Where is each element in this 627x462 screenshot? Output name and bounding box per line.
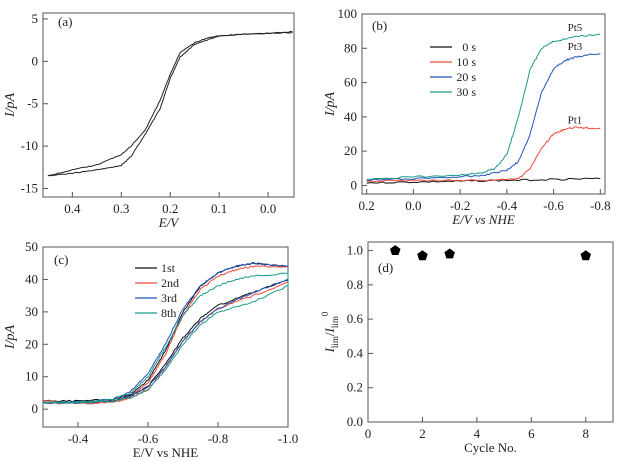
x-tick-label: 0.3: [113, 201, 129, 216]
y-tick-label: 0.2: [347, 380, 363, 395]
y-tick-label: 50: [25, 239, 38, 254]
y-tick-label: 60: [344, 75, 357, 90]
panel-d: 0 2 4 6 8 0.0 0.2 0.4 0.6 0.8 1.0 Cycle No. Ilim/Ili…: [320, 241, 614, 455]
x-axis-label: E/V: [158, 215, 181, 230]
y-tick-label: 0: [32, 53, 39, 68]
plot-frame: [361, 13, 606, 195]
x-tick-label: -0.6: [138, 431, 159, 446]
y-tick-label: 5: [32, 11, 39, 26]
data-point: [390, 245, 401, 255]
series-line-0s: [366, 177, 601, 184]
x-tick-label: 0.0: [260, 201, 276, 216]
x-tick-label: 0.2: [359, 198, 375, 213]
series-line: [47, 30, 293, 177]
plot-frame: [367, 241, 614, 423]
annotation-label: Pt3: [568, 41, 583, 53]
series-line-8th: [42, 272, 289, 404]
legend-label: 1st: [161, 261, 176, 275]
y-tick-label: 0: [351, 177, 358, 192]
y-tick-label: 20: [344, 143, 357, 158]
data-point: [444, 248, 455, 259]
x-tick-label: 2: [419, 426, 426, 441]
legend-label: 10 s: [456, 55, 476, 69]
legend-label: 2nd: [161, 276, 179, 290]
panel-label: (b): [372, 18, 387, 33]
y-axis-label: I/pA: [3, 325, 18, 351]
panel-label: (a): [58, 14, 72, 29]
series-line-20s: [366, 52, 601, 181]
data-point: [417, 250, 428, 261]
y-axis-label: I/pA: [323, 92, 338, 118]
y-tick-label: 0.8: [347, 277, 363, 292]
y-tick-label: 40: [25, 271, 38, 286]
y-tick-label: 0.4: [347, 345, 364, 360]
legend-label: 20 s: [456, 70, 476, 84]
y-tick-label: 10: [25, 369, 38, 384]
y-tick-label: 0.0: [347, 414, 363, 429]
x-tick-label: 4: [474, 426, 481, 441]
x-tick-label: 6: [528, 426, 535, 441]
y-tick-label: 40: [344, 109, 357, 124]
annotation-label: Pt1: [568, 115, 583, 127]
y-tick-label: 0: [32, 401, 39, 416]
x-tick-label: -0.2: [450, 198, 471, 213]
panel-label: (d): [378, 260, 393, 275]
x-tick-label: -0.8: [208, 431, 229, 446]
x-tick-label: -0.6: [543, 198, 564, 213]
panel-a: 0.4 0.3 0.2 0.1 0.0 5 0 -5 -10 -15 E/V I/pA (a): [3, 11, 295, 230]
x-tick-label: -1.0: [278, 431, 299, 446]
y-axis-label: Ilim/Ilim0: [320, 311, 340, 353]
y-tick-label: 100: [338, 6, 358, 21]
plot-frame: [42, 12, 295, 198]
panel-b: 0.2 0.0 -0.2 -0.4 -0.6 -0.8 0 20 40 60 80 100 E/V vs…: [323, 6, 611, 227]
series-line-10s: [366, 126, 601, 183]
y-tick-label: -5: [27, 96, 38, 111]
y-tick-label: 1.0: [347, 243, 363, 258]
series-line-3rd: [42, 262, 289, 404]
panel-label: (c): [54, 252, 68, 267]
legend-label: 3rd: [161, 291, 177, 305]
y-tick-label: -10: [21, 138, 38, 153]
series-line-30s: [366, 33, 601, 181]
x-tick-label: 0.2: [162, 201, 178, 216]
y-tick-label: -15: [21, 181, 38, 196]
legend-label: 8th: [161, 306, 176, 320]
x-tick-label: 0.0: [405, 198, 421, 213]
x-tick-label: -0.8: [590, 198, 611, 213]
x-tick-label: 0.1: [211, 201, 227, 216]
x-axis-label: E/V vs NHE: [451, 212, 515, 227]
y-axis-label: I/pA: [3, 93, 18, 119]
x-axis-label: Cycle No.: [464, 440, 517, 455]
plot-frame: [42, 246, 289, 428]
y-tick-label: 20: [25, 336, 38, 351]
y-tick-label: 30: [25, 304, 38, 319]
y-tick-label: 0.6: [347, 311, 364, 326]
x-tick-label: 8: [583, 426, 590, 441]
y-tick-label: 80: [344, 40, 357, 55]
x-axis-label: E/V vs NHE: [133, 445, 199, 460]
x-tick-label: 0.4: [64, 201, 81, 216]
legend-label: 0 s: [462, 40, 476, 54]
annotation-label: Pt5: [568, 22, 583, 34]
data-point: [580, 250, 591, 261]
x-tick-label: -0.4: [497, 198, 518, 213]
x-tick-label: -0.4: [68, 431, 89, 446]
legend-label: 30 s: [456, 85, 476, 99]
series-line: [47, 31, 293, 177]
x-tick-label: 0: [365, 426, 372, 441]
panel-c: -0.4 -0.6 -0.8 -1.0 0 10 20 30 40 50 E/V vs NHE I/p…: [3, 239, 298, 460]
